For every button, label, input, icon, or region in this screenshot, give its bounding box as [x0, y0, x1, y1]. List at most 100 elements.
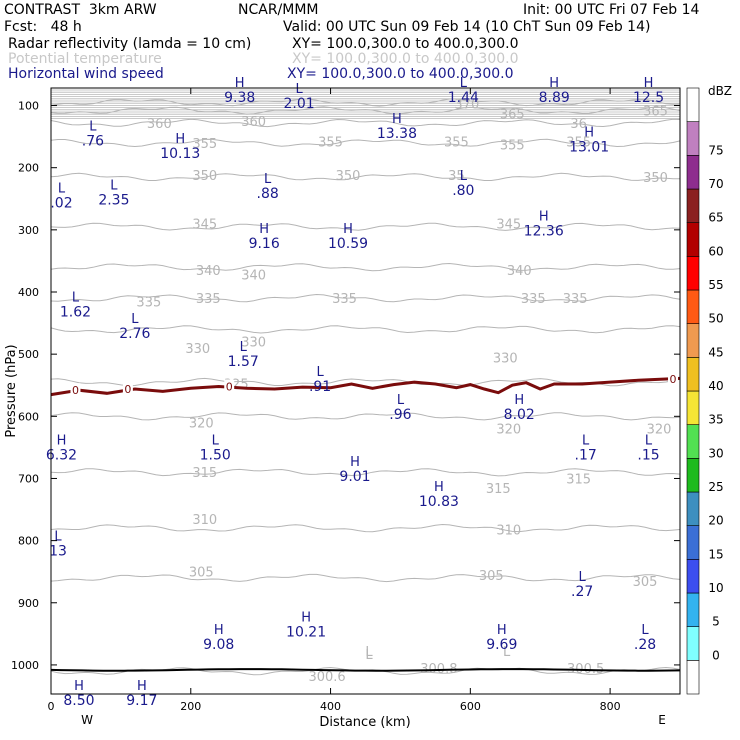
wind-extremum-value: 13	[49, 544, 67, 560]
wind-extremum: L.27	[571, 570, 593, 600]
wind-extremum-type: H	[584, 126, 594, 141]
wind-extremum-value: 9.08	[203, 637, 234, 653]
wind-extremum-value: 10.83	[419, 494, 459, 510]
isentrope-low-mark: L	[503, 645, 511, 660]
isentrope-label: 320	[496, 423, 521, 438]
colorbar-swatch	[686, 592, 700, 627]
isentrope-low-mark: L	[365, 645, 373, 660]
wind-extremum-value: .96	[389, 407, 411, 423]
x-tick-label: 800	[600, 700, 621, 713]
isentrope-label: 355	[192, 137, 217, 152]
org-label: NCAR/MMM	[238, 2, 319, 18]
wind-extremum-type: L	[131, 312, 139, 327]
isentrope-label: 365	[500, 108, 525, 123]
wind-extremum: H9.69	[486, 623, 517, 653]
model-title: CONTRAST 3km ARW	[4, 2, 157, 18]
wind-extremum-type: L	[316, 365, 324, 380]
colorbar-level-label: 10	[708, 581, 723, 595]
wind-extremum: L1.57	[228, 340, 259, 370]
freezing-level-line	[50, 376, 681, 397]
field-xy-theta: XY= 100.0,300.0 to 400.0,300.0	[292, 51, 519, 67]
wind-extremum: L.02	[50, 182, 72, 212]
y-axis-title: Pressure (hPa)	[4, 344, 19, 437]
wind-extremum: H12.36	[524, 210, 564, 240]
wind-extremum-value: 9.69	[486, 637, 517, 653]
wind-extremum-value: 2.01	[284, 96, 315, 112]
field-name-reflectivity: Radar reflectivity (lamda = 10 cm)	[8, 36, 252, 52]
forecast-hour: Fcst: 48 h	[4, 19, 82, 35]
isentrope-label: 315	[192, 466, 217, 481]
wind-extremum-value: 9.01	[339, 469, 370, 485]
isentrope-label: 315	[486, 482, 511, 497]
terrain-line	[50, 668, 681, 672]
isentrope-line	[50, 138, 681, 148]
y-tick-label: 800	[18, 535, 39, 548]
wind-extremum-value: 2.35	[98, 192, 129, 208]
wind-extremum-value: 9.38	[224, 90, 255, 106]
wind-extremum-type: H	[259, 222, 269, 237]
wind-extremum-type: H	[539, 210, 549, 225]
colorbar-swatch	[686, 424, 700, 459]
freezing-label-bg	[668, 372, 679, 385]
isentrope-label: 305	[479, 569, 504, 584]
y-tick-label: 900	[18, 597, 39, 610]
wind-extremum: L1.62	[60, 290, 91, 320]
y-tick-label: 700	[18, 472, 39, 485]
y-tick-label: 500	[18, 348, 39, 361]
x-end-label-east: E	[658, 713, 666, 727]
wind-extremum-type: H	[497, 623, 507, 638]
wind-extremum: L1.44	[448, 76, 479, 106]
wind-extremum-type: L	[54, 530, 62, 545]
isentrope-line	[50, 262, 681, 272]
colorbar-level-label: 50	[708, 312, 723, 326]
colorbar-level-label: 5	[712, 615, 720, 629]
isentrope-label: 355	[500, 139, 525, 154]
wind-extremum-type: H	[57, 433, 67, 448]
wind-extremum-value: 9.16	[249, 236, 280, 252]
isentrope-line	[50, 118, 681, 128]
isentrope-label: 36	[570, 117, 587, 132]
wind-extremum: L2.35	[98, 178, 129, 208]
wind-extremum: H9.17	[126, 679, 157, 709]
wind-extremum: H10.83	[419, 480, 459, 510]
wind-extremum: L.15	[637, 433, 659, 463]
colorbar-level-label: 30	[708, 446, 723, 460]
wind-extremum-value: .76	[82, 133, 104, 149]
isentrope-label: 305	[633, 575, 658, 590]
wind-extremum: L.80	[452, 169, 474, 199]
wind-extremum-value: 6.32	[46, 447, 77, 463]
plot-frame	[50, 87, 681, 695]
colorbar-swatch	[686, 155, 700, 190]
wind-extremum-type: L	[89, 119, 97, 134]
wind-extremum: H6.32	[46, 433, 77, 463]
init-time: Init: 00 UTC Fri 07 Feb 14	[523, 2, 700, 18]
isentrope-line	[50, 172, 680, 181]
freezing-level-label: 0	[226, 380, 233, 393]
isentrope-label: 320	[189, 417, 214, 432]
wind-extremum: L.17	[575, 433, 597, 463]
isentrope-label: 360	[147, 117, 172, 132]
isentrope-label: 335	[136, 295, 161, 310]
wind-extremum-value: 12.5	[633, 90, 664, 106]
colorbar-swatch	[686, 559, 700, 594]
isentrope-label: 345	[496, 218, 521, 233]
colorbar-swatch	[686, 289, 700, 324]
wind-extremum: H9.38	[224, 76, 255, 106]
y-tick-label: 100	[18, 100, 39, 113]
wind-extremum-type: H	[392, 112, 402, 127]
axes-layer: 100 200 300 400 500 600 700 800 900 1000 0 200 400 60…	[11, 88, 680, 713]
x-axis-title: Distance (km)	[319, 715, 410, 730]
wind-extremum-value: .27	[571, 584, 593, 600]
isentrope-label: 335	[563, 292, 588, 307]
colorbar: 0 5 10 15 20 25 30 35 40 45 50 55 60 65 70 75 dBZ	[686, 84, 732, 695]
isentrope-label: 330	[185, 342, 210, 357]
wind-extremum: H10.59	[328, 222, 368, 252]
colorbar-swatch	[686, 222, 700, 257]
valid-time: Valid: 00 UTC Sun 09 Feb 14 (10 ChT Sun …	[283, 19, 651, 35]
isentrope-line	[50, 293, 681, 303]
wind-extremum-type: L	[460, 169, 468, 184]
colorbar-level-label: 45	[708, 345, 723, 359]
isentrope-label: 35	[448, 169, 465, 184]
wind-extremum: H8.02	[504, 393, 535, 423]
